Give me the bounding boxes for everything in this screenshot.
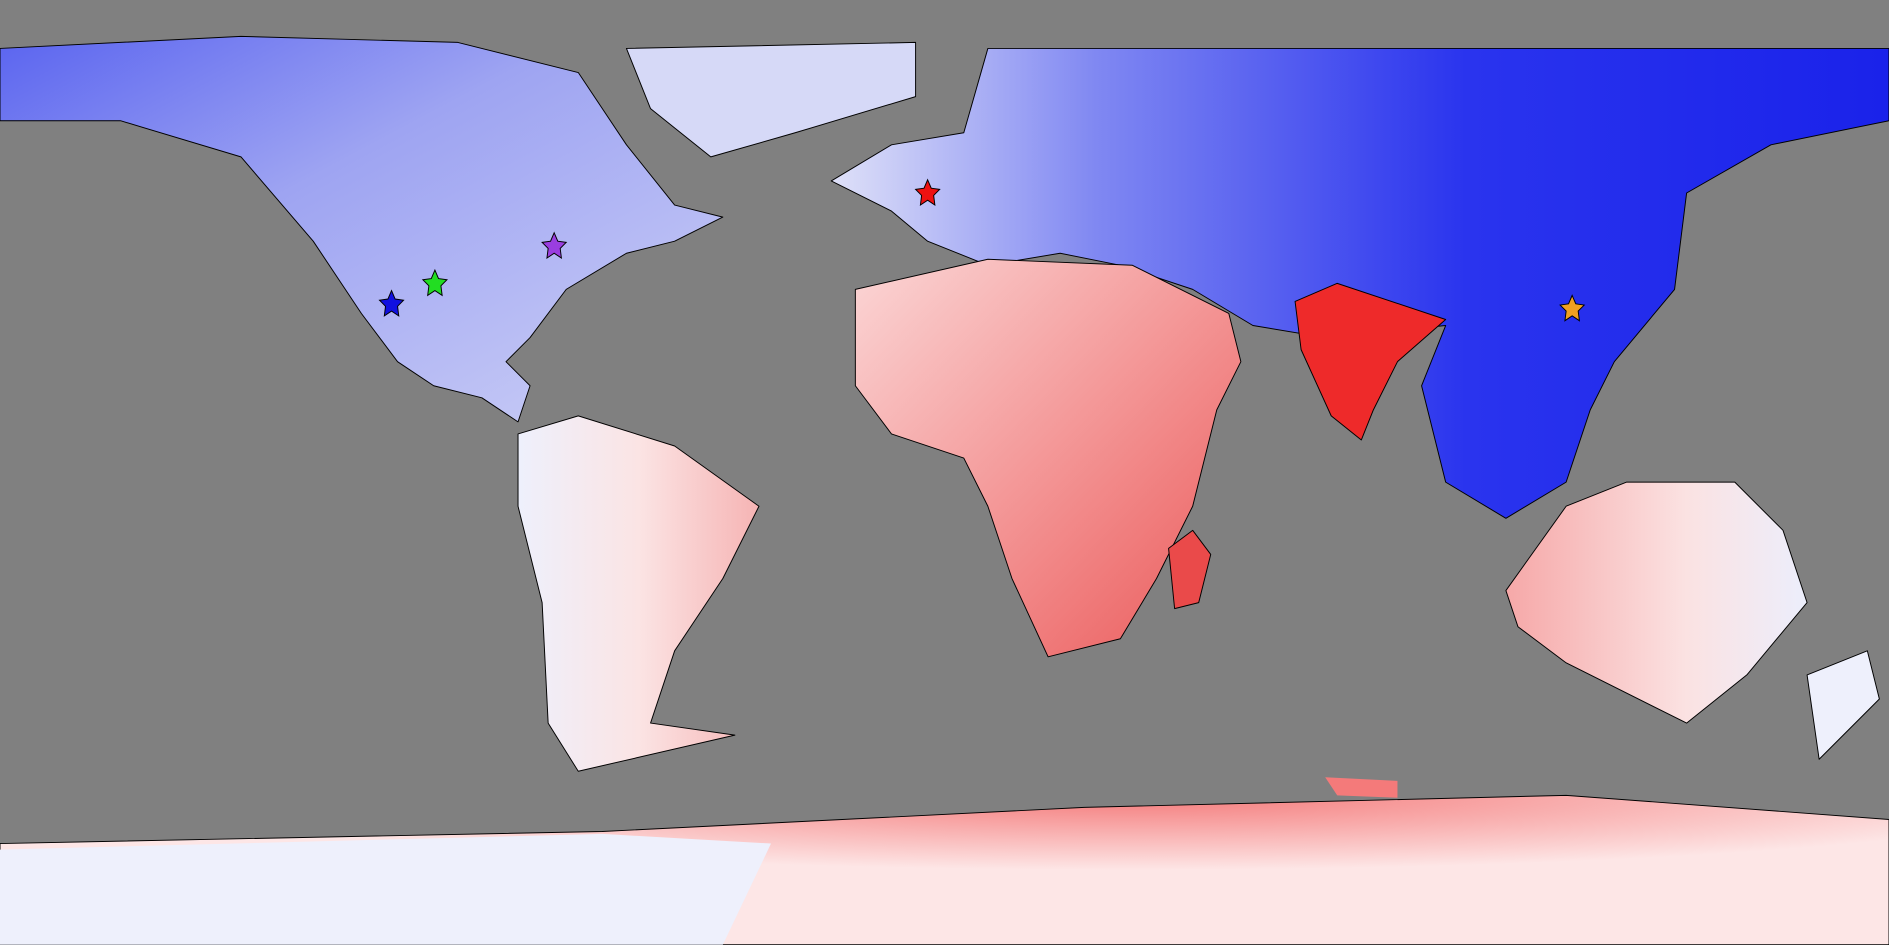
south-america	[517, 415, 760, 772]
eurasia	[830, 47, 1889, 519]
madagascar	[1168, 529, 1212, 610]
island	[1325, 777, 1398, 798]
markers	[378, 178, 1586, 322]
north-america	[0, 35, 724, 423]
star-marker	[914, 178, 941, 207]
star-marker	[421, 268, 448, 297]
africa	[854, 258, 1242, 658]
star-marker	[378, 289, 405, 317]
star-marker	[1559, 294, 1586, 322]
india	[1294, 282, 1447, 441]
antarctica-west	[0, 833, 772, 945]
star-marker	[541, 231, 568, 260]
greenland	[625, 41, 917, 158]
new-zealand	[1806, 650, 1880, 760]
australia	[1505, 481, 1808, 724]
